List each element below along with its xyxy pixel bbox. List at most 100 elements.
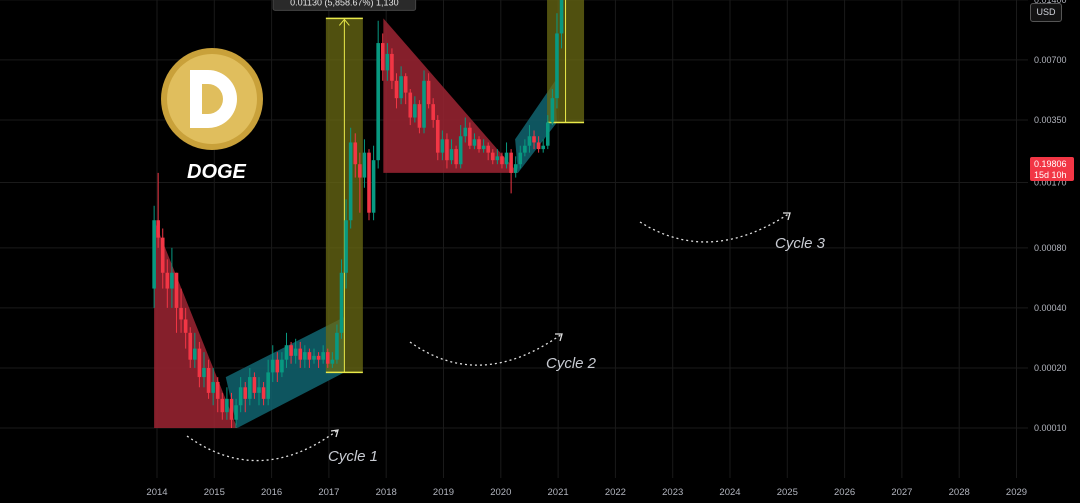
candle-body [413, 104, 417, 118]
candle-body [541, 145, 546, 150]
candle [174, 272, 179, 333]
cycle-arrow-3 [639, 212, 791, 243]
candle-body [376, 43, 380, 161]
candle-body [559, 0, 564, 34]
candle [426, 73, 431, 109]
candle [284, 332, 289, 368]
x-tick-label: 2016 [261, 487, 282, 498]
x-tick-label: 2019 [433, 487, 454, 498]
candle-body [445, 139, 449, 161]
candle-body [422, 80, 426, 128]
candle [472, 133, 477, 150]
candle-body [188, 332, 193, 360]
candle-body [316, 355, 321, 360]
candle-body [403, 76, 408, 93]
candle-body [527, 136, 532, 146]
candle [165, 259, 170, 308]
candle [152, 205, 156, 308]
candle-body [523, 145, 527, 153]
candle-body [335, 332, 339, 360]
candle-body [325, 352, 330, 364]
candle [555, 13, 559, 109]
candle [289, 341, 293, 364]
y-tick-label: 0.00170 [1034, 178, 1067, 188]
candle-body [481, 145, 486, 150]
cycle-label-1: Cycle 1 [328, 448, 378, 465]
candle-body [229, 398, 234, 420]
ticker-label: DOGE [187, 161, 247, 183]
candle-body [298, 348, 303, 360]
candle-body [312, 355, 316, 360]
candle-body [206, 367, 211, 393]
candle-body [215, 382, 220, 399]
candle-body [238, 387, 243, 406]
candle-body [490, 152, 495, 161]
candle [298, 341, 303, 368]
candle-body [257, 387, 261, 393]
candle [183, 307, 188, 349]
y-axis: 9.000004.500002.000001.000000.500000.250… [1034, 0, 1067, 503]
cycle-arrow-1 [186, 429, 339, 462]
candle [197, 341, 202, 388]
candle-body [156, 220, 160, 238]
candle [399, 66, 403, 105]
x-tick-label: 2029 [1006, 487, 1027, 498]
candle-body [344, 220, 348, 273]
candle-body [261, 387, 266, 399]
candle [307, 348, 312, 368]
candlestick-series [152, 0, 564, 428]
x-tick-label: 2022 [605, 487, 626, 498]
candle-body [284, 345, 289, 360]
candle-body [179, 307, 183, 320]
candle-body [303, 352, 307, 360]
candle [495, 149, 500, 165]
candle [362, 139, 367, 188]
candle [509, 149, 513, 194]
candle-body [555, 33, 559, 99]
candle [321, 345, 325, 364]
candle [545, 115, 550, 150]
candle [559, 0, 564, 49]
candle [339, 259, 344, 339]
candle-body [202, 367, 206, 378]
candle-body [280, 359, 284, 373]
candle-body [536, 142, 541, 150]
candle [435, 115, 440, 161]
candle-body [174, 272, 179, 308]
candle-body [477, 139, 481, 150]
candle [477, 136, 481, 153]
candle-body [545, 122, 550, 146]
x-tick-label: 2026 [834, 487, 855, 498]
candle-body [532, 136, 536, 143]
candle-body [426, 80, 431, 105]
falling-wedge-1 [154, 220, 238, 428]
y-tick-label: 0.00350 [1034, 115, 1067, 125]
candle-body [440, 139, 445, 153]
candle-body [289, 345, 293, 356]
candle-body [500, 156, 504, 165]
candle [371, 145, 376, 221]
current-price-tag: 0.19806 15d 10h [1030, 157, 1074, 181]
candle [440, 130, 445, 161]
y-tick-label: 0.01400 [1034, 0, 1067, 5]
candle-body [431, 104, 435, 120]
y-tick-label: 0.00080 [1034, 243, 1067, 253]
candle [325, 348, 330, 368]
x-tick-label: 2024 [719, 487, 740, 498]
currency-selector[interactable]: USD [1030, 3, 1062, 22]
candle [234, 398, 238, 428]
x-tick-label: 2018 [376, 487, 397, 498]
candle [380, 33, 385, 81]
candle-body [371, 160, 376, 213]
candle-body [307, 352, 312, 360]
candle [385, 43, 390, 81]
candle [454, 145, 458, 169]
current-price-value: 0.19806 [1034, 159, 1067, 169]
candle [403, 73, 408, 105]
candle-body [358, 164, 362, 178]
candle [527, 125, 532, 153]
candle [445, 133, 449, 169]
candle [220, 392, 225, 420]
